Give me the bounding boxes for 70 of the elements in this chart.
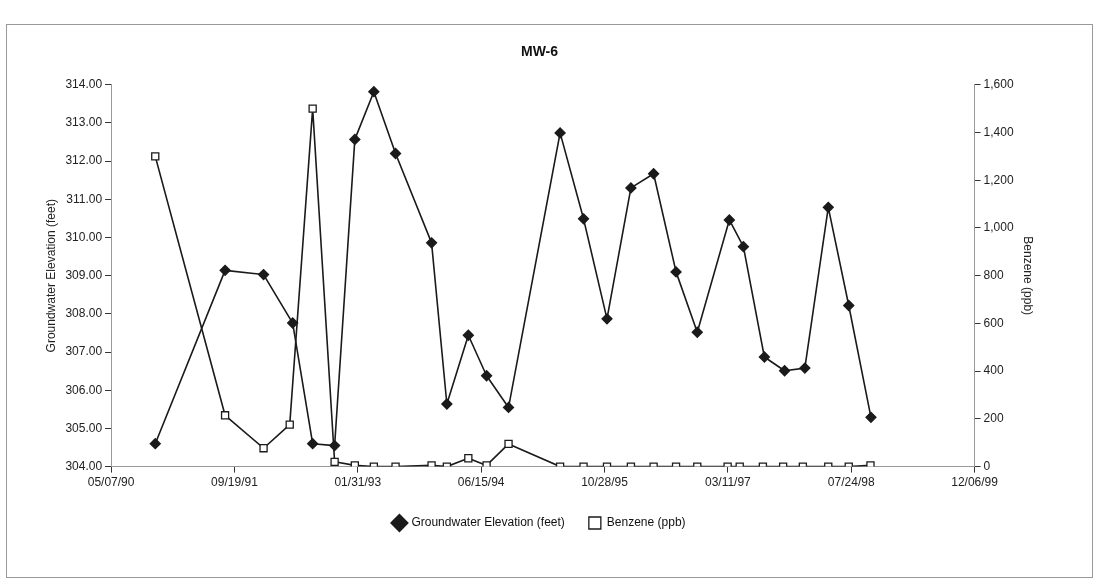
point [328, 439, 341, 452]
point [670, 266, 682, 278]
y-tick-label: 311.00 [66, 191, 103, 206]
point [799, 362, 811, 374]
y2-tick-label: 0 [983, 458, 991, 473]
point [691, 326, 703, 338]
x-tick-label: 05/07/90 [87, 475, 135, 490]
point [220, 411, 230, 420]
y2-tick-label: 1,400 [983, 124, 1014, 139]
y2-tick-label: 1,200 [983, 172, 1014, 187]
y2-tick-label: 1,000 [983, 220, 1014, 235]
point [504, 439, 513, 449]
x-tick-label: 07/24/98 [827, 475, 875, 490]
y-tick-label: 314.00 [65, 77, 103, 92]
x-tick-label: 06/15/94 [457, 475, 505, 490]
x-tick-label: 03/11/97 [704, 475, 752, 490]
point [307, 438, 319, 450]
point [502, 401, 515, 414]
point [737, 241, 750, 253]
y-tick-label: 308.00 [65, 306, 103, 321]
point [349, 133, 361, 146]
y2-tick-label: 1,600 [983, 77, 1014, 92]
point [865, 411, 877, 423]
point [308, 104, 317, 113]
point [149, 438, 161, 450]
point [577, 213, 590, 225]
point [285, 420, 294, 429]
point [464, 454, 473, 463]
y2-axis-title: Benzene (ppb) [1021, 236, 1036, 316]
point [647, 168, 660, 180]
point [368, 86, 380, 98]
y-tick-label: 310.00 [65, 229, 103, 244]
y2-tick-label: 800 [983, 268, 1004, 283]
point [758, 351, 771, 363]
point [723, 214, 735, 226]
x-tick-label: 12/06/99 [951, 475, 999, 490]
point [462, 329, 474, 341]
y-tick-label: 307.00 [65, 344, 103, 359]
point [151, 152, 160, 161]
point [778, 365, 791, 377]
y-tick-label: 312.00 [65, 153, 103, 168]
legend-label: Benzene (ppb) [606, 515, 686, 530]
point [822, 201, 834, 214]
y2-tick-label: 200 [983, 411, 1004, 426]
x-tick-label: 09/19/91 [211, 475, 259, 490]
point [257, 268, 270, 281]
y2-tick-label: 600 [983, 315, 1004, 330]
point [287, 317, 299, 329]
y-tick-label: 305.00 [65, 420, 103, 435]
point [843, 299, 855, 312]
point [554, 127, 566, 139]
x-tick-label: 01/31/93 [334, 475, 382, 490]
point [330, 457, 339, 467]
y-tick-label: 306.00 [65, 382, 103, 397]
point [480, 370, 493, 382]
x-tick-label: 10/28/95 [581, 475, 629, 490]
y-tick-label: 313.00 [65, 115, 103, 130]
point [425, 237, 438, 249]
legend-label: Groundwater Elevation (feet) [411, 515, 565, 530]
point [625, 182, 637, 194]
point [601, 313, 613, 325]
y2-tick-label: 400 [983, 363, 1004, 378]
y-tick-label: 309.00 [65, 268, 103, 283]
point [259, 444, 268, 453]
point [219, 264, 231, 277]
point [389, 147, 402, 160]
y-axis-title: Groundwater Elevation (feet) [43, 198, 58, 353]
point [441, 398, 453, 410]
y-tick-label: 304.00 [65, 458, 103, 473]
chart-title: MW-6 [520, 43, 559, 60]
